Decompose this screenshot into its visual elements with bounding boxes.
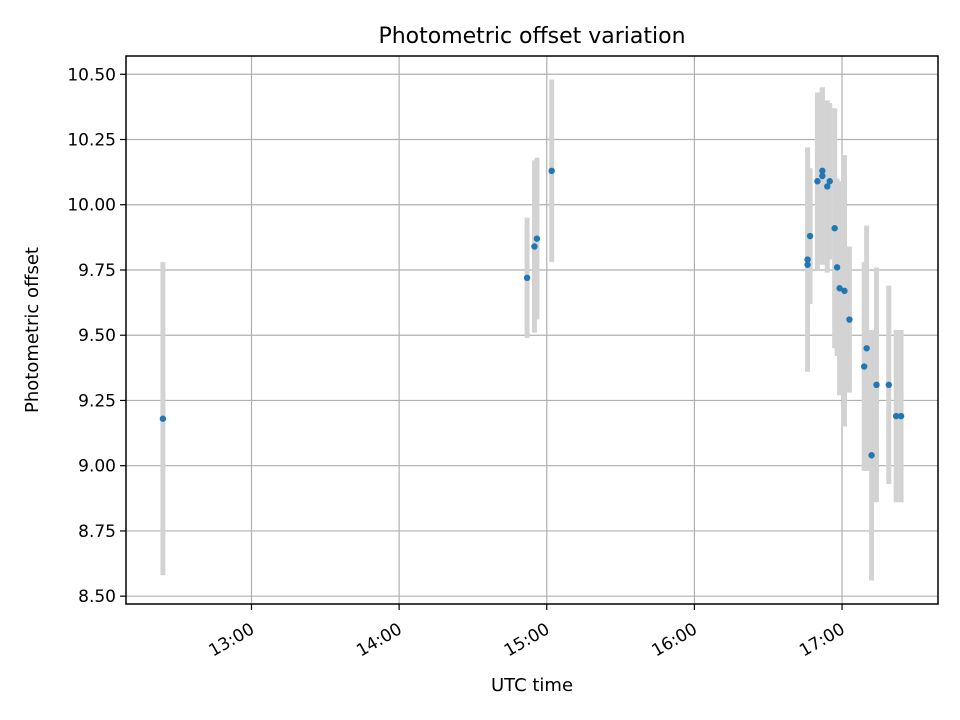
data-point — [159, 415, 167, 422]
y-tick-label: 8.75 — [78, 522, 116, 542]
x-tick-label: 13:00 — [206, 619, 258, 661]
data-point — [531, 243, 538, 250]
data-point — [836, 285, 843, 292]
data-point — [804, 261, 811, 268]
data-point — [824, 183, 831, 190]
y-tick-label: 9.50 — [78, 326, 116, 346]
y-tick-label: 8.50 — [78, 587, 116, 607]
data-point — [841, 287, 848, 295]
x-tick-label: 17:00 — [796, 619, 848, 661]
data-point — [833, 264, 841, 271]
data-point — [819, 172, 826, 180]
data-point — [897, 412, 905, 420]
y-axis-ticks: 8.50 8.75 9.00 9.25 9.50 9.75 10.00 10.25 10.50 — [67, 65, 126, 607]
y-tick-label: 9.75 — [78, 261, 116, 281]
y-tick-label: 10.25 — [67, 131, 116, 151]
data-point — [868, 452, 875, 459]
data-points — [159, 167, 905, 459]
x-axis-ticks: 13:00 14:00 15:00 16:00 17:00 — [206, 604, 849, 661]
y-tick-label: 10.00 — [67, 196, 116, 216]
data-point — [860, 363, 868, 370]
plot-frame — [125, 55, 939, 605]
y-axis-label: Photometric offset — [22, 247, 43, 413]
error-bars — [160, 79, 904, 581]
chart-title: Photometric offset variation — [378, 24, 685, 49]
data-point — [863, 345, 870, 352]
data-point — [885, 381, 892, 388]
x-tick-label: 15:00 — [501, 619, 553, 661]
data-point — [523, 274, 531, 282]
x-tick-label: 14:00 — [353, 619, 405, 661]
data-point — [814, 178, 821, 185]
data-point — [548, 167, 555, 175]
y-tick-label: 9.00 — [78, 457, 116, 477]
data-point — [873, 381, 880, 388]
data-point — [806, 232, 814, 240]
x-axis-label: UTC time — [491, 675, 573, 696]
data-point — [826, 178, 833, 185]
y-tick-label: 9.25 — [78, 391, 116, 411]
data-point — [804, 256, 811, 263]
data-point — [892, 412, 900, 420]
data-point — [819, 167, 826, 175]
y-tick-label: 10.50 — [67, 65, 116, 85]
data-point — [831, 225, 838, 232]
x-tick-label: 16:00 — [648, 619, 700, 661]
data-point — [846, 316, 853, 323]
data-point — [533, 235, 541, 242]
